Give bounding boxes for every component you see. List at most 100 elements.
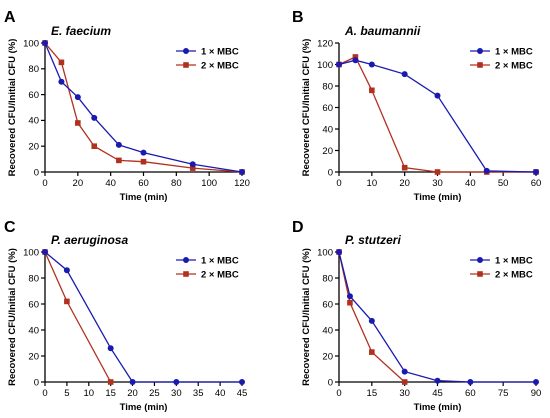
data-point bbox=[42, 249, 48, 255]
data-point bbox=[401, 164, 408, 171]
x-tick-label: 25 bbox=[149, 388, 160, 399]
series-1 bbox=[336, 249, 539, 385]
chart-title: E. faecium bbox=[51, 24, 111, 38]
x-tick-label: 60 bbox=[531, 178, 542, 189]
y-tick-label: 0 bbox=[34, 377, 39, 388]
panel-letter: C bbox=[4, 219, 16, 236]
series-2 bbox=[336, 249, 408, 385]
chart-title: A. baumannii bbox=[344, 24, 421, 38]
series-1 bbox=[336, 57, 539, 175]
data-point bbox=[115, 141, 122, 148]
data-point bbox=[91, 143, 98, 149]
y-tick-label: 40 bbox=[322, 124, 333, 135]
x-tick-label: 0 bbox=[336, 388, 341, 399]
legend-marker bbox=[183, 48, 189, 54]
data-point bbox=[173, 379, 180, 385]
data-point bbox=[434, 169, 441, 175]
legend-marker bbox=[183, 62, 189, 68]
x-tick-label: 0 bbox=[42, 388, 47, 399]
data-point bbox=[336, 249, 342, 255]
series-line bbox=[338, 56, 536, 173]
legend: 1 × MBC 2 × MBC bbox=[176, 255, 239, 280]
data-point bbox=[533, 379, 539, 385]
panel-letter: B bbox=[292, 9, 304, 26]
y-axis-title: Recovered CFU/Initial CFU (%) bbox=[301, 39, 312, 177]
data-point bbox=[533, 169, 539, 175]
data-point bbox=[116, 157, 122, 164]
data-point bbox=[368, 317, 375, 324]
x-tick-label: 90 bbox=[531, 388, 542, 399]
data-point bbox=[64, 298, 70, 305]
panel-letter: D bbox=[292, 219, 304, 236]
data-point bbox=[140, 158, 147, 165]
data-point bbox=[336, 61, 342, 68]
data-point bbox=[369, 349, 375, 355]
x-tick-label: 30 bbox=[171, 388, 182, 399]
series-1 bbox=[42, 40, 245, 175]
legend-label: 2 × MBC bbox=[201, 269, 239, 280]
y-tick-label: 80 bbox=[28, 273, 39, 284]
data-point bbox=[347, 299, 353, 306]
y-tick-label: 80 bbox=[322, 81, 333, 92]
legend: 1 × MBC 2 × MBC bbox=[470, 46, 533, 71]
y-tick-label: 20 bbox=[322, 351, 333, 362]
y-tick-label: 0 bbox=[328, 167, 333, 178]
legend-marker bbox=[477, 62, 483, 68]
x-tick-label: 60 bbox=[138, 178, 149, 189]
chart-title: P. aeruginosa bbox=[51, 233, 128, 247]
data-point bbox=[107, 345, 114, 352]
x-tick-label: 0 bbox=[336, 178, 341, 189]
x-tick-label: 40 bbox=[105, 178, 116, 189]
data-point bbox=[140, 149, 147, 156]
x-tick-label: 30 bbox=[399, 388, 410, 399]
data-point bbox=[369, 87, 375, 94]
y-axis-title: Recovered CFU/Initial CFU (%) bbox=[7, 39, 18, 177]
data-point bbox=[91, 114, 98, 121]
x-tick-label: 20 bbox=[127, 388, 138, 399]
data-point bbox=[346, 293, 353, 300]
y-tick-label: 100 bbox=[317, 247, 333, 258]
data-point bbox=[75, 120, 81, 126]
x-axis-title: Time (min) bbox=[414, 192, 462, 203]
series-line bbox=[338, 251, 406, 383]
chart-panel-d: D P. stutzeri 0 20 40 60 80 100 0 15 30 45 60 75 90 Tim… bbox=[292, 219, 541, 413]
x-tick-label: 15 bbox=[105, 388, 116, 399]
y-tick-label: 80 bbox=[322, 273, 333, 284]
y-tick-label: 60 bbox=[28, 90, 39, 101]
data-point bbox=[483, 167, 490, 174]
x-tick-label: 0 bbox=[42, 178, 47, 189]
y-tick-label: 20 bbox=[322, 146, 333, 157]
series-1 bbox=[42, 249, 245, 385]
data-point bbox=[352, 57, 359, 64]
series-line bbox=[44, 251, 242, 383]
chart-panel-a: A E. faecium 0 20 40 60 80 100 0 20 40 60 80 100 120 Ti… bbox=[4, 9, 250, 203]
x-tick-label: 15 bbox=[367, 388, 378, 399]
data-point bbox=[401, 71, 408, 78]
legend-label: 2 × MBC bbox=[495, 269, 533, 280]
data-point bbox=[239, 379, 245, 385]
data-point bbox=[189, 161, 196, 168]
data-point bbox=[63, 267, 70, 274]
y-tick-label: 80 bbox=[28, 64, 39, 75]
series-line bbox=[338, 59, 537, 173]
legend-label: 1 × MBC bbox=[495, 255, 533, 266]
x-tick-label: 120 bbox=[234, 178, 250, 189]
x-axis-title: Time (min) bbox=[120, 402, 168, 413]
y-tick-label: 120 bbox=[317, 38, 333, 49]
x-tick-label: 20 bbox=[73, 178, 84, 189]
x-tick-label: 5 bbox=[64, 388, 69, 399]
legend-label: 1 × MBC bbox=[201, 46, 239, 57]
x-tick-label: 40 bbox=[215, 388, 226, 399]
legend-label: 1 × MBC bbox=[201, 255, 239, 266]
y-tick-label: 20 bbox=[28, 142, 39, 153]
x-tick-label: 50 bbox=[498, 178, 509, 189]
chart-title: P. stutzeri bbox=[345, 233, 401, 247]
legend-label: 1 × MBC bbox=[495, 46, 533, 57]
data-point bbox=[368, 61, 375, 68]
legend-label: 2 × MBC bbox=[201, 60, 239, 71]
y-tick-label: 60 bbox=[322, 103, 333, 114]
x-tick-label: 75 bbox=[498, 388, 509, 399]
data-point bbox=[58, 78, 65, 85]
data-point bbox=[58, 59, 65, 66]
